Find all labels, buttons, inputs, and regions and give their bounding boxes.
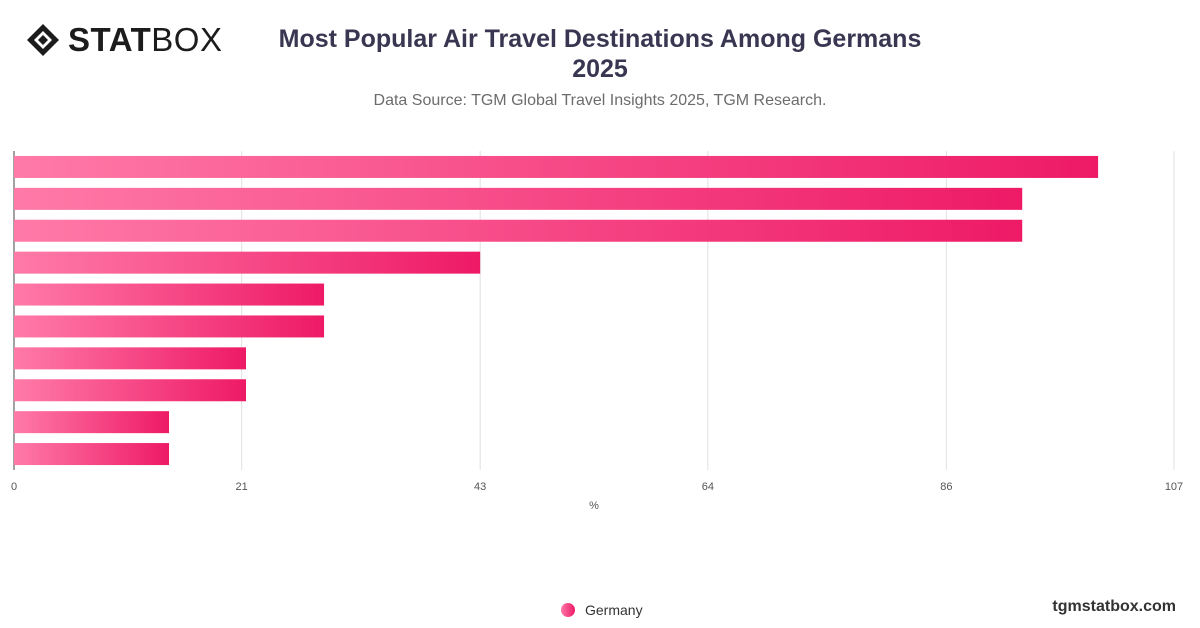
- bar: [14, 283, 325, 306]
- x-tick-label: 107: [1165, 481, 1183, 493]
- logo-light-text: BOX: [151, 21, 223, 58]
- bar: [14, 379, 246, 402]
- legend[interactable]: Germany: [561, 602, 643, 618]
- bar: [14, 155, 1099, 178]
- bar: [14, 187, 1023, 210]
- x-tick-label: 64: [702, 481, 714, 493]
- brand-logo: STATBOX: [26, 22, 222, 58]
- site-url[interactable]: tgmstatbox.com: [1052, 598, 1176, 615]
- bar: [14, 347, 246, 370]
- x-tick-label: 86: [940, 481, 952, 493]
- chart-title-line-1: Most Popular Air Travel Destinations Amo…: [278, 25, 922, 53]
- bar: [14, 443, 170, 466]
- logo-bold-text: STAT: [68, 21, 152, 58]
- chart-subtitle: Data Source: TGM Global Travel Insights …: [373, 92, 827, 109]
- diamond-logo-icon: [27, 24, 59, 56]
- bar: [14, 251, 481, 274]
- chart-title: Most Popular Air Travel Destinations Amo…: [0, 24, 1200, 84]
- x-tick-label: 0: [11, 481, 17, 493]
- x-axis-label: %: [589, 500, 599, 512]
- chart-title-line-2: 2025: [572, 55, 628, 83]
- logo-text: STATBOX: [68, 22, 222, 58]
- bar: [14, 219, 1023, 242]
- bar: [14, 315, 325, 338]
- x-tick-label: 21: [236, 481, 248, 493]
- bar: [14, 411, 170, 434]
- legend-label-germany: Germany: [585, 602, 643, 618]
- x-tick-label: 43: [474, 481, 486, 493]
- legend-marker-germany: [561, 603, 575, 617]
